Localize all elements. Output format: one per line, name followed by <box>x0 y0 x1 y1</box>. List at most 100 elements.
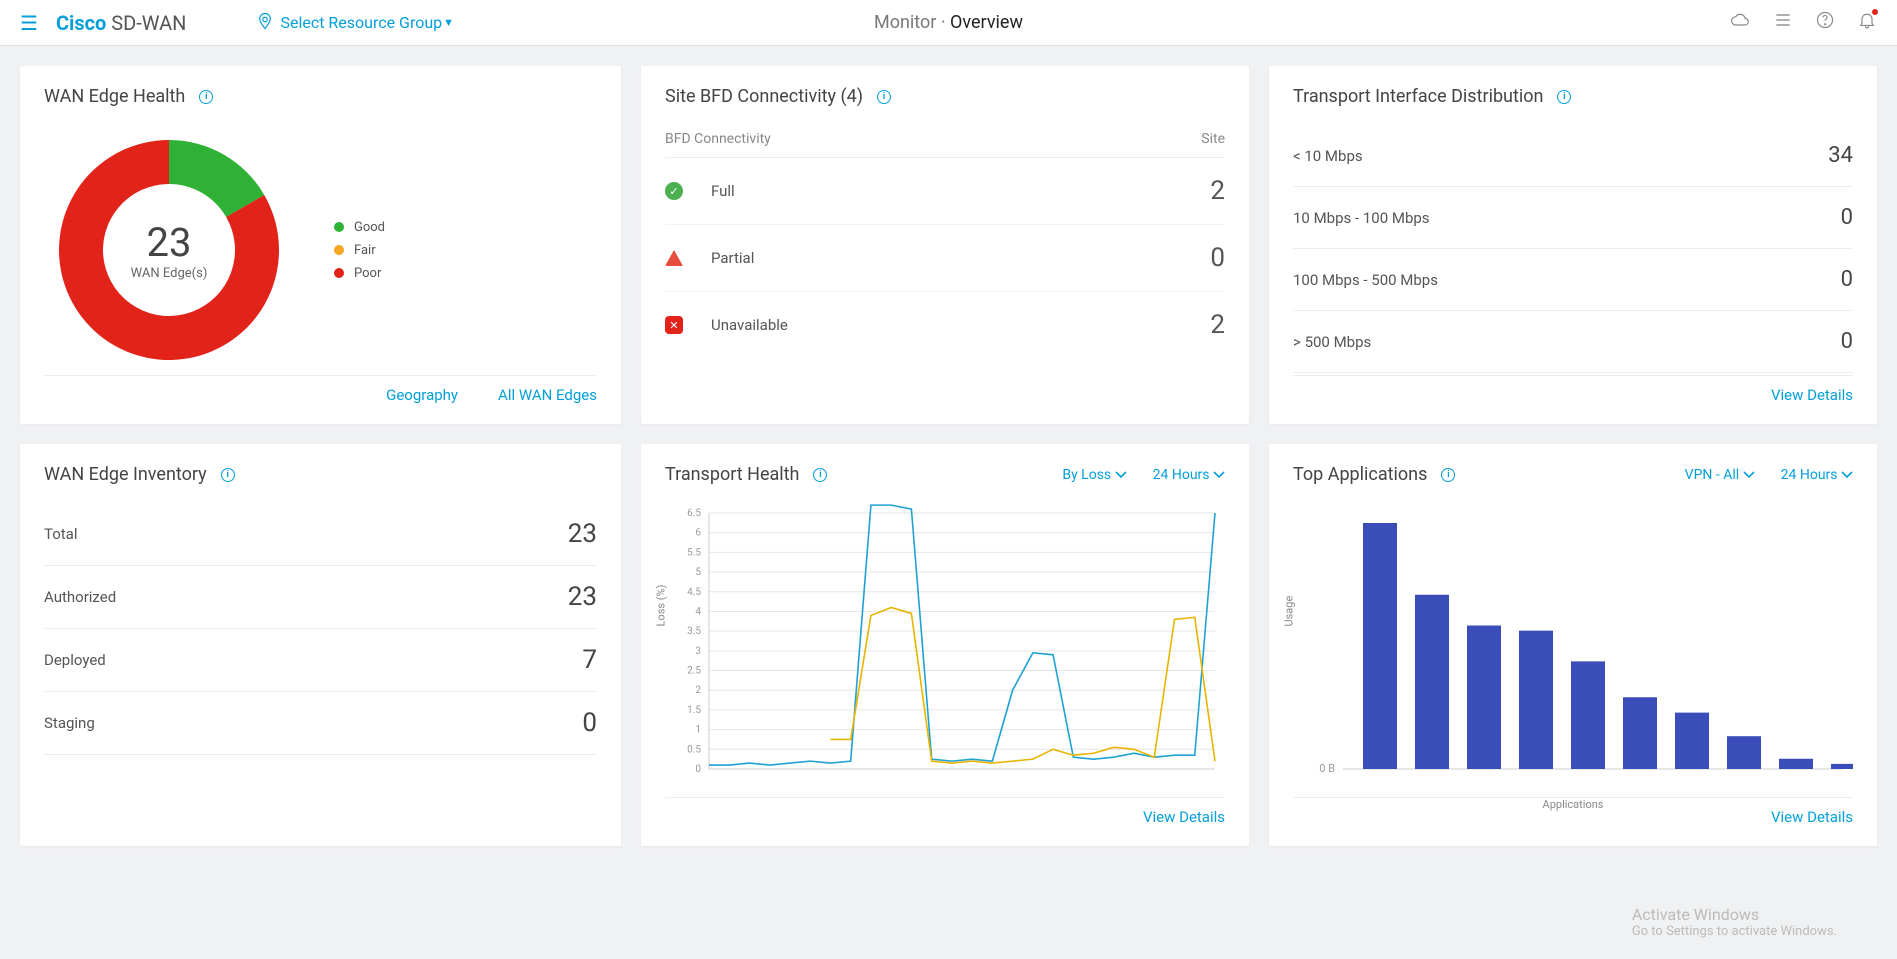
legend: Good Fair Poor <box>334 212 385 289</box>
tid-row[interactable]: 10 Mbps - 100 Mbps 0 <box>1293 187 1853 249</box>
weh-body: 23 WAN Edge(s) Good Fair Poor <box>44 125 597 375</box>
info-icon[interactable]: i <box>199 90 213 104</box>
link-view-details[interactable]: View Details <box>1143 808 1225 826</box>
title-text: Transport Interface Distribution <box>1293 86 1543 107</box>
link-all-wan-edges[interactable]: All WAN Edges <box>498 386 597 404</box>
bar-chart: 0 B <box>1293 503 1853 793</box>
inv-label: Deployed <box>44 651 106 669</box>
title-main: Overview <box>950 12 1023 33</box>
wm-line2: Go to Settings to activate Windows. <box>1632 924 1837 939</box>
card-footer: View Details <box>665 797 1225 826</box>
chart-area: Usage Applications 0 B <box>1293 503 1853 797</box>
info-icon[interactable]: i <box>813 468 827 482</box>
tid-row[interactable]: 100 Mbps - 500 Mbps0 <box>1293 249 1853 311</box>
legend-label: Good <box>354 220 385 235</box>
chart-area: Loss (%) 00.511.522.533.544.555.566.5 <box>665 503 1225 797</box>
bfd-header: BFD Connectivity Site <box>665 125 1225 158</box>
help-icon[interactable] <box>1815 10 1835 35</box>
title-text: WAN Edge Health <box>44 86 185 107</box>
link-view-details[interactable]: View Details <box>1771 386 1853 404</box>
col-bfd: BFD Connectivity <box>665 131 771 147</box>
y-axis-label: Usage <box>1283 596 1296 627</box>
legend-dot <box>334 245 344 255</box>
legend-dot <box>334 268 344 278</box>
dd-label: 24 Hours <box>1153 467 1210 483</box>
card-title: Transport Health i By Loss 24 Hours <box>665 464 1225 485</box>
card-wan-edge-health: WAN Edge Health i 23 WAN Edge(s) Good Fai… <box>20 66 621 424</box>
inv-value: 23 <box>568 519 597 549</box>
dropdown-time-range[interactable]: 24 Hours <box>1781 467 1853 483</box>
status-icon: ✓ <box>665 182 683 200</box>
card-site-bfd: Site BFD Connectivity (4) i BFD Connecti… <box>641 66 1249 424</box>
inventory-row: Deployed 7 <box>44 629 597 692</box>
svg-text:1.5: 1.5 <box>687 705 701 716</box>
card-title: WAN Edge Health i <box>44 86 597 107</box>
dropdown-time-range[interactable]: 24 Hours <box>1153 467 1225 483</box>
menu-icon[interactable]: ☰ <box>20 11 38 35</box>
inv-value: 0 <box>582 708 597 738</box>
lines-icon[interactable] <box>1773 10 1793 35</box>
bfd-row[interactable]: Partial0 <box>665 225 1225 292</box>
card-footer: View Details <box>1293 375 1853 404</box>
svg-text:3: 3 <box>695 646 701 657</box>
tid-label: > 500 Mbps <box>1293 333 1371 351</box>
svg-text:4.5: 4.5 <box>687 587 701 598</box>
tid-value: 0 <box>1841 329 1853 354</box>
col-site: Site <box>1201 131 1225 147</box>
svg-text:6.5: 6.5 <box>687 508 701 519</box>
pin-icon <box>256 12 274 34</box>
resource-group-selector[interactable]: Select Resource Group ▼ <box>256 12 454 34</box>
inv-label: Staging <box>44 714 95 732</box>
legend-label: Poor <box>354 266 381 281</box>
svg-text:2: 2 <box>695 685 701 696</box>
status-icon <box>665 250 683 266</box>
dashboard-grid: WAN Edge Health i 23 WAN Edge(s) GoodFai… <box>0 46 1897 866</box>
wm-line1: Activate Windows <box>1632 905 1837 924</box>
dd-label: 24 Hours <box>1781 467 1838 483</box>
x-axis-label: Applications <box>1543 798 1604 811</box>
donut-center: 23 WAN Edge(s) <box>44 125 294 375</box>
link-view-details[interactable]: View Details <box>1771 808 1853 826</box>
info-icon[interactable]: i <box>1557 90 1571 104</box>
donut-label: WAN Edge(s) <box>131 266 208 281</box>
brand-cisco: Cisco <box>56 11 106 35</box>
tid-rows: < 10 Mbps34 10 Mbps - 100 Mbps 0 100 Mbps -… <box>1293 125 1853 373</box>
tid-value: 34 <box>1828 143 1853 168</box>
link-geography[interactable]: Geography <box>386 386 458 404</box>
bfd-value: 2 <box>1210 176 1225 206</box>
svg-text:6: 6 <box>695 528 701 539</box>
dd-label: By Loss <box>1062 467 1111 483</box>
dropdown-by-loss[interactable]: By Loss <box>1062 467 1126 483</box>
info-icon[interactable]: i <box>221 468 235 482</box>
inventory-rows: Total23Authorized23Deployed7Staging0 <box>44 503 597 755</box>
info-icon[interactable]: i <box>1441 468 1455 482</box>
bfd-row[interactable]: ✕Unavailable2 <box>665 292 1225 358</box>
app-header: ☰ Cisco SD-WAN Select Resource Group ▼ M… <box>0 0 1897 46</box>
title-text: Transport Health <box>665 464 799 485</box>
resource-group-label: Select Resource Group <box>280 13 442 32</box>
svg-text:1: 1 <box>695 725 701 736</box>
caret-down-icon: ▼ <box>443 16 454 29</box>
card-title: WAN Edge Inventory i <box>44 464 597 485</box>
controls: VPN - All 24 Hours <box>1685 467 1853 483</box>
svg-text:0 B: 0 B <box>1319 762 1335 775</box>
brand: Cisco SD-WAN <box>56 11 187 35</box>
y-axis-label: Loss (%) <box>655 585 668 627</box>
tid-row[interactable]: < 10 Mbps34 <box>1293 125 1853 187</box>
info-icon[interactable]: i <box>877 90 891 104</box>
inventory-row: Authorized23 <box>44 566 597 629</box>
legend-label: Fair <box>354 243 376 258</box>
dropdown-vpn[interactable]: VPN - All <box>1685 467 1755 483</box>
inv-label: Authorized <box>44 588 116 606</box>
inv-value: 7 <box>582 645 597 675</box>
tid-value: 0 <box>1841 205 1853 230</box>
svg-text:0.5: 0.5 <box>687 744 701 755</box>
notifications-icon[interactable] <box>1857 10 1877 35</box>
tid-label: 10 Mbps - 100 Mbps <box>1293 209 1430 227</box>
bfd-row[interactable]: ✓Full2 <box>665 158 1225 225</box>
svg-text:4: 4 <box>695 606 701 617</box>
cloud-icon[interactable] <box>1729 10 1751 35</box>
status-icon: ✕ <box>665 316 683 334</box>
bfd-value: 0 <box>1210 243 1225 273</box>
tid-row[interactable]: > 500 Mbps 0 <box>1293 311 1853 373</box>
